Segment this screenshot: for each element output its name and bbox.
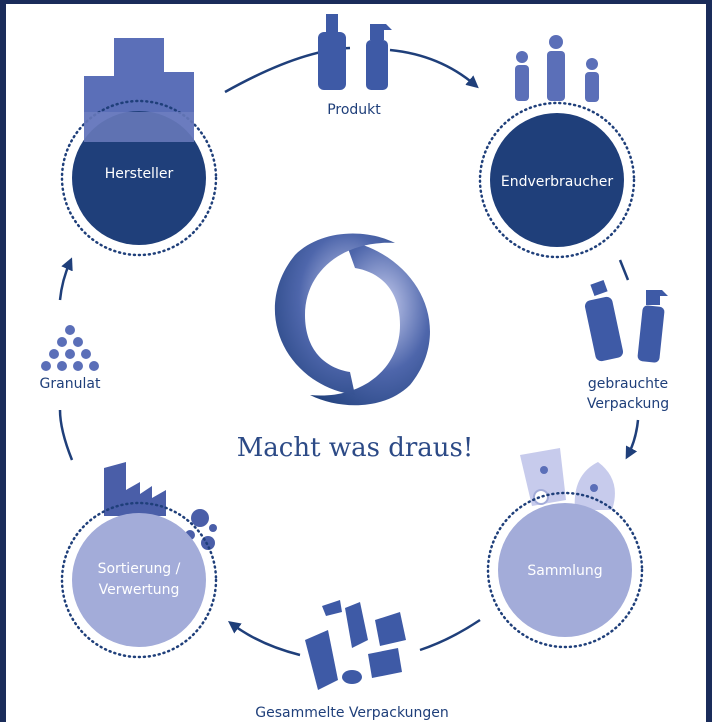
node-label: Endverbraucher	[501, 174, 614, 190]
arrow	[390, 50, 475, 85]
people-icon	[515, 35, 599, 102]
arrow	[620, 260, 628, 280]
frame-left	[0, 0, 6, 722]
edge-label: Granulat	[40, 376, 101, 392]
edge-label: gebrauchte	[588, 376, 668, 392]
bottles-icon	[318, 14, 392, 90]
node-label: Verwertung	[99, 582, 180, 598]
frame-top	[0, 0, 712, 4]
arrow	[60, 410, 72, 460]
used-bottles-icon	[584, 280, 668, 363]
arrow	[60, 262, 70, 300]
arrow	[420, 620, 480, 650]
recycling-logo	[275, 234, 430, 406]
slogan: Macht was draus!	[237, 433, 474, 463]
arrow	[628, 420, 638, 455]
edge-label: Verpackung	[587, 396, 669, 412]
edge-label: Gesammelte Verpackungen	[255, 705, 448, 721]
node-label: Sortierung /	[98, 561, 181, 577]
node-label: Hersteller	[105, 166, 174, 182]
hersteller-base	[84, 112, 194, 142]
frame-right	[706, 0, 712, 722]
node	[72, 513, 206, 647]
node-label: Sammlung	[527, 563, 602, 579]
granulat-icon	[41, 325, 99, 371]
arrow	[232, 624, 300, 655]
packaging-icon	[305, 600, 406, 690]
diagram: Hersteller Endverbraucher Sammlung Sorti…	[0, 0, 712, 722]
edge-label: Produkt	[327, 102, 381, 118]
